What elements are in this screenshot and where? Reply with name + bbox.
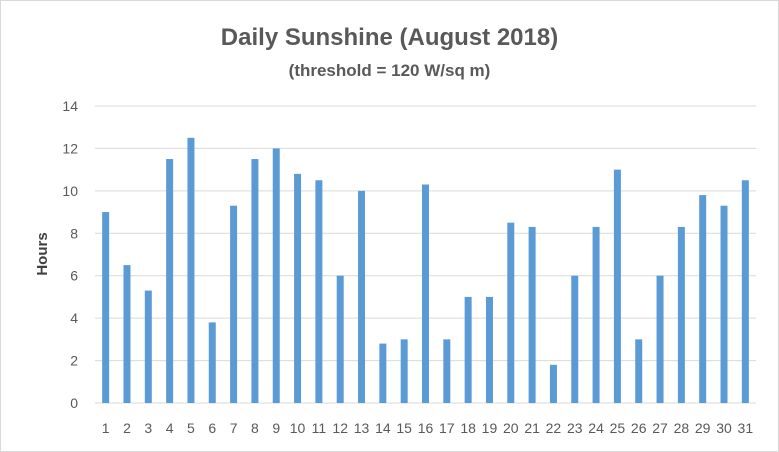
x-tick-label: 23 <box>567 420 583 436</box>
x-tick-label: 30 <box>716 420 732 436</box>
bar-day-9 <box>272 148 280 403</box>
y-tick-label: 2 <box>70 353 78 369</box>
x-tick-label: 18 <box>460 420 476 436</box>
bar-day-29 <box>699 195 707 403</box>
bar-day-28 <box>677 226 685 403</box>
bar-day-4 <box>166 159 174 403</box>
x-tick-label: 3 <box>144 420 152 436</box>
bar-day-11 <box>315 180 323 403</box>
x-tick-label: 26 <box>631 420 647 436</box>
y-tick-label: 0 <box>70 395 78 411</box>
bar-day-3 <box>144 290 152 403</box>
x-tick-label: 24 <box>588 420 604 436</box>
x-tick-label: 11 <box>312 420 327 436</box>
x-tick-label: 7 <box>230 420 238 436</box>
y-tick-label: 6 <box>70 268 78 284</box>
y-axis-label: Hours <box>34 232 51 275</box>
x-tick-label: 9 <box>272 420 280 436</box>
bar-day-30 <box>720 205 728 403</box>
y-tick-label: 14 <box>62 98 78 114</box>
bars <box>102 137 749 404</box>
x-tick-label: 21 <box>524 420 540 436</box>
x-tick-label: 6 <box>208 420 216 436</box>
bar-day-31 <box>741 180 749 403</box>
bar-day-19 <box>485 296 493 403</box>
bar-day-16 <box>422 184 429 403</box>
x-tick-label: 5 <box>187 420 195 436</box>
x-tick-label: 8 <box>251 420 259 436</box>
chart-title: Daily Sunshine (August 2018) <box>220 24 559 51</box>
x-tick-label: 17 <box>439 420 455 436</box>
x-tick-label: 12 <box>332 420 348 436</box>
bar-day-23 <box>571 275 579 403</box>
y-tick-label: 8 <box>70 225 78 241</box>
x-tick-label: 28 <box>674 420 690 436</box>
bar-day-25 <box>613 169 621 403</box>
x-tick-label: 25 <box>610 420 626 436</box>
x-tick-label: 31 <box>738 420 754 436</box>
bar-day-2 <box>123 265 131 403</box>
bar-day-10 <box>294 173 302 403</box>
x-tick-label: 19 <box>482 420 498 436</box>
bar-day-1 <box>102 212 110 403</box>
bar-day-22 <box>549 364 557 403</box>
bar-day-6 <box>208 322 216 403</box>
x-tick-label: 1 <box>102 420 110 436</box>
x-tick-label: 10 <box>290 420 306 436</box>
bar-day-13 <box>358 190 366 403</box>
bar-day-21 <box>528 226 536 403</box>
bar-day-8 <box>251 159 259 403</box>
x-tick-label: 2 <box>123 420 131 436</box>
x-tick-label: 14 <box>375 420 391 436</box>
y-tick-labels: 0 2 4 6 8 10 12 14 <box>62 98 78 411</box>
chart-subtitle: (threshold = 120 W/sq m) <box>288 61 491 80</box>
x-tick-label: 20 <box>503 420 519 436</box>
y-tick-label: 12 <box>62 140 78 156</box>
bar-day-12 <box>336 275 344 403</box>
x-tick-label: 22 <box>546 420 562 436</box>
bar-day-17 <box>443 339 451 403</box>
y-tick-label: 10 <box>62 183 78 199</box>
x-tick-label: 13 <box>354 420 370 436</box>
x-tick-label: 16 <box>418 420 434 436</box>
bar-day-14 <box>379 343 387 403</box>
bar-day-20 <box>507 222 515 403</box>
x-tick-label: 15 <box>396 420 412 436</box>
x-tick-label: 27 <box>652 420 668 436</box>
bar-day-18 <box>464 296 472 403</box>
bar-day-15 <box>400 339 408 403</box>
x-tick-labels: 1 2 3 4 5 6 7 8 9 10 11 12 13 14 15 16 17 18 19 20 21 22 23 24 2… <box>102 420 754 436</box>
bar-day-5 <box>187 137 195 404</box>
bar-day-7 <box>230 205 238 403</box>
bar-day-24 <box>592 226 600 403</box>
x-tick-label: 29 <box>695 420 711 436</box>
x-tick-label: 4 <box>166 420 174 436</box>
bar-day-26 <box>635 339 643 403</box>
bar-day-27 <box>656 275 664 403</box>
y-tick-label: 4 <box>70 310 78 326</box>
